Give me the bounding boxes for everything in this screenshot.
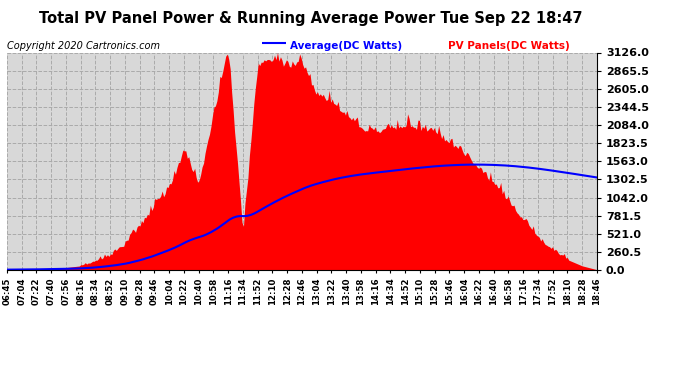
Text: Total PV Panel Power & Running Average Power Tue Sep 22 18:47: Total PV Panel Power & Running Average P… <box>39 11 582 26</box>
Text: PV Panels(DC Watts): PV Panels(DC Watts) <box>448 41 570 51</box>
Text: Copyright 2020 Cartronics.com: Copyright 2020 Cartronics.com <box>7 41 160 51</box>
Text: Average(DC Watts): Average(DC Watts) <box>290 41 402 51</box>
